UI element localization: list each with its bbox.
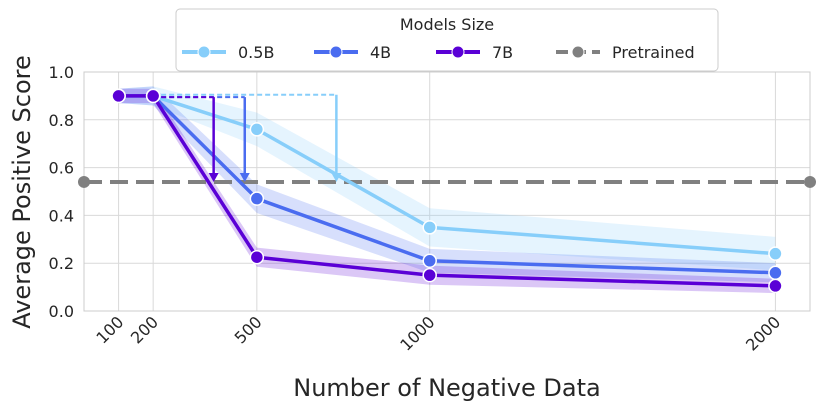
legend-label: 7B (492, 43, 513, 62)
legend-swatch-marker (329, 45, 343, 59)
data-point-0.5B (768, 246, 783, 261)
legend-items: 0.5B 4B 7B Pretrained (182, 43, 695, 62)
y-tick-label: 0.4 (49, 206, 74, 225)
data-point-4B (768, 265, 783, 281)
data-point-7B (249, 249, 265, 265)
data-point-0.5B (249, 122, 265, 137)
confidence-band-0.5B (118, 86, 776, 271)
x-tick-label: 500 (231, 312, 266, 347)
y-tick-label: 0.2 (49, 254, 74, 273)
confidence-bands (118, 86, 776, 294)
legend-swatch-marker (197, 45, 211, 59)
legend-swatch-marker (571, 45, 585, 59)
data-point-4B (422, 253, 437, 269)
y-tick-label: 0.8 (49, 111, 74, 130)
pretrained-reference (78, 175, 816, 188)
data-point-7B (768, 278, 783, 294)
y-tick-label: 0.6 (49, 159, 74, 178)
legend-item-Pretrained: Pretrained (556, 43, 695, 62)
legend-item-0.5B: 0.5B (182, 43, 274, 62)
x-tick-label: 1000 (396, 312, 438, 354)
data-point-0.5B (422, 220, 437, 235)
arrow-head-4B (239, 172, 250, 182)
legend-label: 4B (370, 43, 391, 62)
legend-item-4B: 4B (314, 43, 391, 62)
data-point-7B (145, 88, 161, 104)
legend-label: Pretrained (612, 43, 695, 62)
legend-label: 0.5B (238, 43, 274, 62)
legend-item-7B: 7B (436, 43, 513, 62)
data-point-7B (111, 88, 126, 104)
legend-title: Models Size (400, 15, 494, 34)
y-tick-label: 0.0 (49, 302, 74, 321)
y-axis-title: Average Positive Score (8, 55, 36, 329)
data-point-7B (422, 267, 437, 283)
x-axis-title: Number of Negative Data (293, 374, 600, 402)
x-tick-label: 2000 (742, 312, 784, 354)
arrow-head-0.5B (331, 172, 342, 182)
data-point-4B (249, 191, 265, 206)
drop-arrows (153, 93, 342, 182)
y-tick-label: 1.0 (49, 63, 74, 82)
legend-swatch-marker (451, 45, 465, 59)
pretrained-marker (78, 175, 90, 188)
x-axis-ticks: 100 200 500 1000 2000 (92, 312, 784, 354)
x-tick-label: 100 (92, 312, 127, 347)
legend: Models Size 0.5B 4B 7B Pretrained (175, 8, 719, 72)
series-points (111, 88, 783, 294)
y-axis-ticks: 0.0 0.2 0.4 0.6 0.8 1.0 (49, 63, 74, 321)
pretrained-marker (804, 175, 816, 188)
arrow-head-7B (208, 172, 219, 182)
plot-frame (83, 71, 811, 312)
x-tick-label: 200 (127, 312, 162, 347)
confidence-band-4B (118, 86, 776, 283)
